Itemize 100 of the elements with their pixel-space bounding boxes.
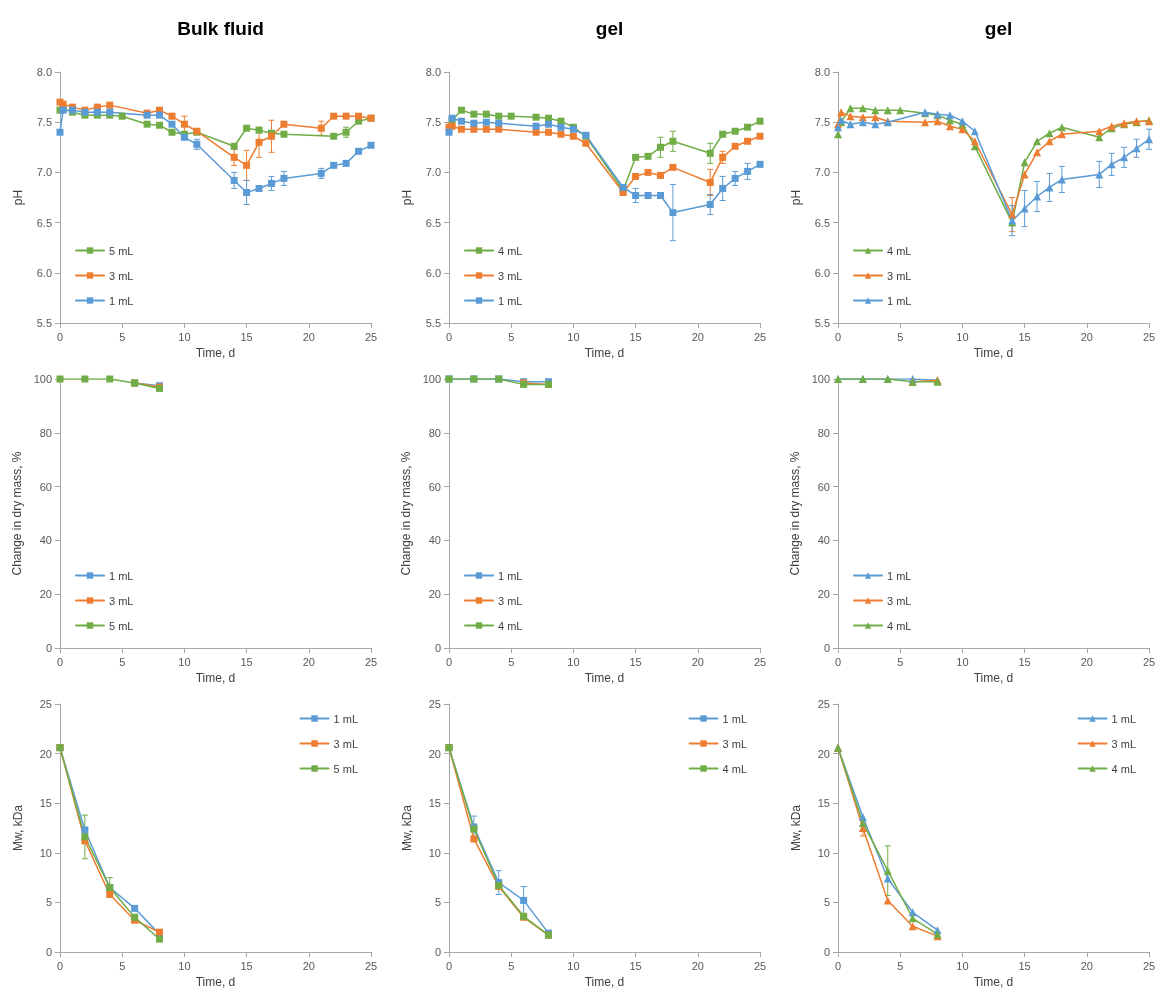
y-tick-label: 10 xyxy=(817,846,830,859)
chart-title: gel xyxy=(595,18,624,39)
y-tick-label: 20 xyxy=(39,588,52,601)
x-tick-label: 20 xyxy=(302,655,315,668)
y-tick-label: 15 xyxy=(428,797,441,810)
x-tick-label: 10 xyxy=(178,959,191,972)
y-tick-label: 5.5 xyxy=(36,317,52,329)
y-tick-label: 20 xyxy=(39,747,52,760)
x-tick-label: 10 xyxy=(567,330,580,343)
y-axis-title: Change in dry mass, % xyxy=(398,451,413,576)
x-tick-label: 0 xyxy=(834,330,842,343)
legend-label: 3 mL xyxy=(1111,737,1137,750)
x-tick-label: 15 xyxy=(1018,655,1031,668)
y-tick-label: 15 xyxy=(39,797,52,810)
legend-label: 5 mL xyxy=(109,244,134,257)
y-tick-label: 8.0 xyxy=(425,66,441,78)
x-tick-label: 15 xyxy=(629,959,642,972)
x-tick-label: 5 xyxy=(897,655,904,668)
y-tick-label: 100 xyxy=(422,373,441,385)
x-tick-label: 10 xyxy=(956,330,969,343)
x-tick-label: 20 xyxy=(691,655,704,668)
legend-label: 1 mL xyxy=(1111,712,1137,725)
legend-label: 4 mL xyxy=(498,619,523,632)
x-tick-label: 20 xyxy=(302,330,315,343)
x-tick-label: 25 xyxy=(1142,959,1156,972)
x-tick-label: 0 xyxy=(56,959,64,972)
legend-label: 3 mL xyxy=(887,594,912,607)
y-tick-label: 100 xyxy=(33,373,52,385)
legend-label: 4 mL xyxy=(722,762,748,775)
y-tick-label: 7.5 xyxy=(36,116,52,129)
y-tick-label: 80 xyxy=(428,426,441,439)
y-tick-label: 0 xyxy=(823,946,830,958)
y-tick-label: 80 xyxy=(817,426,830,439)
y-tick-label: 25 xyxy=(39,698,52,710)
legend-label: 5 mL xyxy=(109,619,134,632)
y-tick-label: 25 xyxy=(428,698,441,710)
y-axis-title: Change in dry mass, % xyxy=(787,451,802,576)
y-tick-label: 6.5 xyxy=(36,216,52,229)
x-tick-label: 20 xyxy=(691,959,704,972)
x-tick-label: 25 xyxy=(364,959,378,972)
y-tick-label: 10 xyxy=(39,846,52,859)
y-tick-label: 20 xyxy=(817,747,830,760)
y-tick-label: 0 xyxy=(823,642,830,654)
x-tick-label: 0 xyxy=(445,330,453,343)
x-tick-label: 10 xyxy=(567,959,580,972)
x-axis-title: Time, d xyxy=(584,974,625,989)
legend-label: 1 mL xyxy=(498,294,523,307)
y-tick-label: 40 xyxy=(39,534,52,547)
x-axis-title: Time, d xyxy=(973,974,1014,989)
x-tick-label: 20 xyxy=(1080,959,1093,972)
legend-label: 1 mL xyxy=(887,569,912,582)
legend-label: 4 mL xyxy=(887,619,912,632)
chart-title: Bulk fluid xyxy=(177,18,264,39)
legend-label: 4 mL xyxy=(887,244,912,257)
y-tick-label: 5 xyxy=(823,896,830,909)
y-tick-label: 60 xyxy=(817,480,830,493)
y-axis-title: Mw, kDa xyxy=(400,804,414,852)
x-tick-label: 15 xyxy=(1018,330,1031,343)
x-tick-label: 10 xyxy=(178,330,191,343)
x-tick-label: 0 xyxy=(56,330,64,343)
y-tick-label: 20 xyxy=(428,588,441,601)
legend-label: 3 mL xyxy=(498,269,523,282)
x-tick-label: 25 xyxy=(1142,655,1156,668)
x-tick-label: 5 xyxy=(897,959,904,972)
y-tick-label: 7.5 xyxy=(425,116,441,129)
y-tick-label: 20 xyxy=(428,747,441,760)
x-axis-title: Time, d xyxy=(584,670,625,685)
legend-label: 3 mL xyxy=(887,269,912,282)
x-tick-label: 5 xyxy=(508,330,515,343)
y-tick-label: 80 xyxy=(39,426,52,439)
y-tick-label: 6.5 xyxy=(814,216,830,229)
x-axis-title: Time, d xyxy=(973,345,1014,360)
y-tick-label: 10 xyxy=(428,846,441,859)
y-tick-label: 0 xyxy=(45,946,52,958)
y-tick-label: 40 xyxy=(817,534,830,547)
x-tick-label: 25 xyxy=(753,959,767,972)
y-tick-label: 8.0 xyxy=(36,66,52,78)
legend-label: 1 mL xyxy=(333,712,359,725)
y-tick-label: 60 xyxy=(39,480,52,493)
y-axis-title: Mw, kDa xyxy=(789,804,803,852)
x-axis-title: Time, d xyxy=(195,670,236,685)
y-tick-label: 40 xyxy=(428,534,441,547)
x-axis-title: Time, d xyxy=(973,670,1014,685)
legend-label: 3 mL xyxy=(498,594,523,607)
y-axis-title: pH xyxy=(400,189,414,206)
y-tick-label: 20 xyxy=(817,588,830,601)
y-tick-label: 5 xyxy=(45,896,52,909)
x-tick-label: 10 xyxy=(956,959,969,972)
chart-title: gel xyxy=(984,18,1013,39)
y-tick-label: 7.0 xyxy=(36,166,52,179)
legend-label: 4 mL xyxy=(1111,762,1137,775)
x-tick-label: 15 xyxy=(240,959,253,972)
x-tick-label: 5 xyxy=(508,655,515,668)
legend-label: 4 mL xyxy=(498,244,523,257)
y-tick-label: 6.0 xyxy=(425,266,441,279)
x-tick-label: 15 xyxy=(629,655,642,668)
y-tick-label: 7.0 xyxy=(814,166,830,179)
y-axis-title: pH xyxy=(11,189,25,206)
x-tick-label: 25 xyxy=(364,330,378,343)
legend-label: 3 mL xyxy=(333,737,359,750)
